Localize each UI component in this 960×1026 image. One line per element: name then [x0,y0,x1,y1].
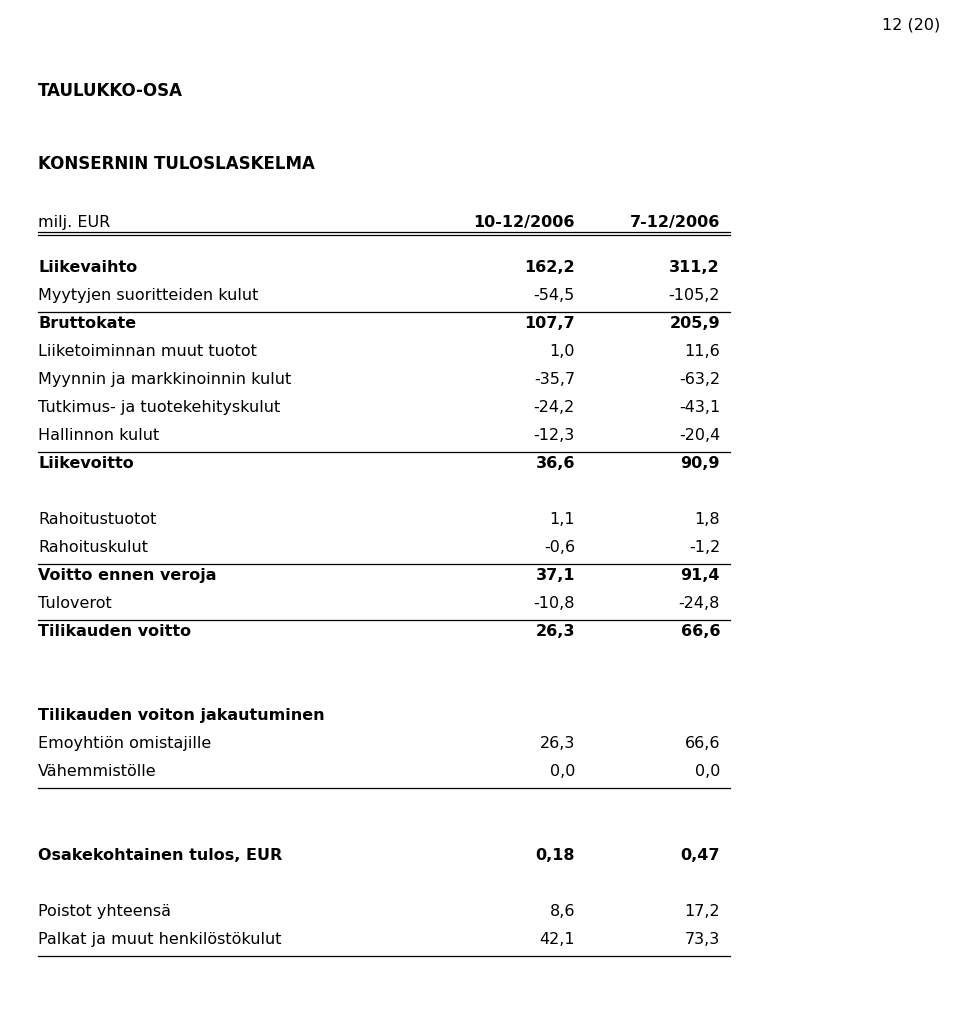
Text: Poistot yhteensä: Poistot yhteensä [38,904,171,919]
Text: 0,0: 0,0 [695,764,720,779]
Text: -1,2: -1,2 [688,540,720,555]
Text: -24,8: -24,8 [679,596,720,611]
Text: Voitto ennen veroja: Voitto ennen veroja [38,568,217,583]
Text: Rahoitustuotot: Rahoitustuotot [38,512,156,527]
Text: 1,8: 1,8 [694,512,720,527]
Text: 73,3: 73,3 [684,932,720,947]
Text: Hallinnon kulut: Hallinnon kulut [38,428,159,443]
Text: 12 (20): 12 (20) [881,18,940,33]
Text: 26,3: 26,3 [540,736,575,751]
Text: 11,6: 11,6 [684,344,720,359]
Text: Liikevaihto: Liikevaihto [38,260,137,275]
Text: 66,6: 66,6 [684,736,720,751]
Text: -20,4: -20,4 [679,428,720,443]
Text: Tilikauden voiton jakautuminen: Tilikauden voiton jakautuminen [38,708,324,723]
Text: 0,47: 0,47 [681,849,720,863]
Text: Tutkimus- ja tuotekehityskulut: Tutkimus- ja tuotekehityskulut [38,400,280,415]
Text: 205,9: 205,9 [669,316,720,331]
Text: 311,2: 311,2 [669,260,720,275]
Text: Myynnin ja markkinoinnin kulut: Myynnin ja markkinoinnin kulut [38,372,291,387]
Text: 0,0: 0,0 [550,764,575,779]
Text: 0,18: 0,18 [536,849,575,863]
Text: -54,5: -54,5 [534,288,575,303]
Text: milj. EUR: milj. EUR [38,215,110,230]
Text: Myytyjen suoritteiden kulut: Myytyjen suoritteiden kulut [38,288,258,303]
Text: KONSERNIN TULOSLASKELMA: KONSERNIN TULOSLASKELMA [38,155,315,173]
Text: Palkat ja muut henkilöstökulut: Palkat ja muut henkilöstökulut [38,932,281,947]
Text: Tuloverot: Tuloverot [38,596,111,611]
Text: 162,2: 162,2 [524,260,575,275]
Text: Liikevoitto: Liikevoitto [38,456,133,471]
Text: 17,2: 17,2 [684,904,720,919]
Text: 91,4: 91,4 [681,568,720,583]
Text: 7-12/2006: 7-12/2006 [630,215,720,230]
Text: 8,6: 8,6 [549,904,575,919]
Text: Bruttokate: Bruttokate [38,316,136,331]
Text: 37,1: 37,1 [536,568,575,583]
Text: Tilikauden voitto: Tilikauden voitto [38,624,191,639]
Text: 66,6: 66,6 [681,624,720,639]
Text: Emoyhtiön omistajille: Emoyhtiön omistajille [38,736,211,751]
Text: -43,1: -43,1 [679,400,720,415]
Text: -10,8: -10,8 [534,596,575,611]
Text: 90,9: 90,9 [681,456,720,471]
Text: -63,2: -63,2 [679,372,720,387]
Text: 10-12/2006: 10-12/2006 [473,215,575,230]
Text: -105,2: -105,2 [668,288,720,303]
Text: TAULUKKO-OSA: TAULUKKO-OSA [38,82,183,100]
Text: -35,7: -35,7 [534,372,575,387]
Text: -0,6: -0,6 [544,540,575,555]
Text: 26,3: 26,3 [536,624,575,639]
Text: 36,6: 36,6 [536,456,575,471]
Text: 1,0: 1,0 [549,344,575,359]
Text: Rahoituskulut: Rahoituskulut [38,540,148,555]
Text: Liiketoiminnan muut tuotot: Liiketoiminnan muut tuotot [38,344,257,359]
Text: 107,7: 107,7 [524,316,575,331]
Text: -12,3: -12,3 [534,428,575,443]
Text: 1,1: 1,1 [549,512,575,527]
Text: Vähemmistölle: Vähemmistölle [38,764,156,779]
Text: -24,2: -24,2 [534,400,575,415]
Text: 42,1: 42,1 [540,932,575,947]
Text: Osakekohtainen tulos, EUR: Osakekohtainen tulos, EUR [38,849,282,863]
